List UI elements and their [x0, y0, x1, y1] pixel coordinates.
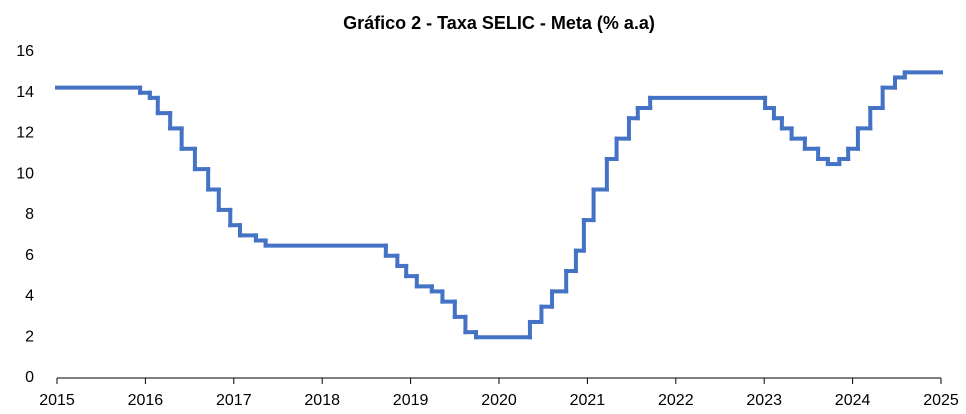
y-tick-label: 16 — [16, 43, 34, 60]
y-tick-label: 14 — [16, 84, 34, 101]
y-tick-label: 4 — [25, 288, 34, 305]
x-tick-label: 2017 — [216, 392, 252, 409]
y-tick-label: 6 — [25, 247, 34, 264]
x-tick-label: 2025 — [923, 392, 959, 409]
x-tick-label: 2022 — [658, 392, 694, 409]
y-tick-label: 10 — [16, 165, 34, 182]
x-tick-label: 2016 — [128, 392, 164, 409]
x-tick-label: 2023 — [746, 392, 782, 409]
x-tick-label: 2015 — [39, 392, 75, 409]
y-tick-label: 2 — [25, 328, 34, 345]
y-tick-label: 8 — [25, 206, 34, 223]
y-tick-label: 12 — [16, 125, 34, 142]
x-tick-label: 2018 — [304, 392, 340, 409]
chart-title: Gráfico 2 - Taxa SELIC - Meta (% a.a) — [343, 13, 655, 33]
x-tick-label: 2021 — [570, 392, 606, 409]
y-tick-label: 0 — [25, 369, 34, 386]
x-tick-label: 2019 — [393, 392, 429, 409]
x-tick-label: 2020 — [481, 392, 517, 409]
x-tick-label: 2024 — [835, 392, 871, 409]
